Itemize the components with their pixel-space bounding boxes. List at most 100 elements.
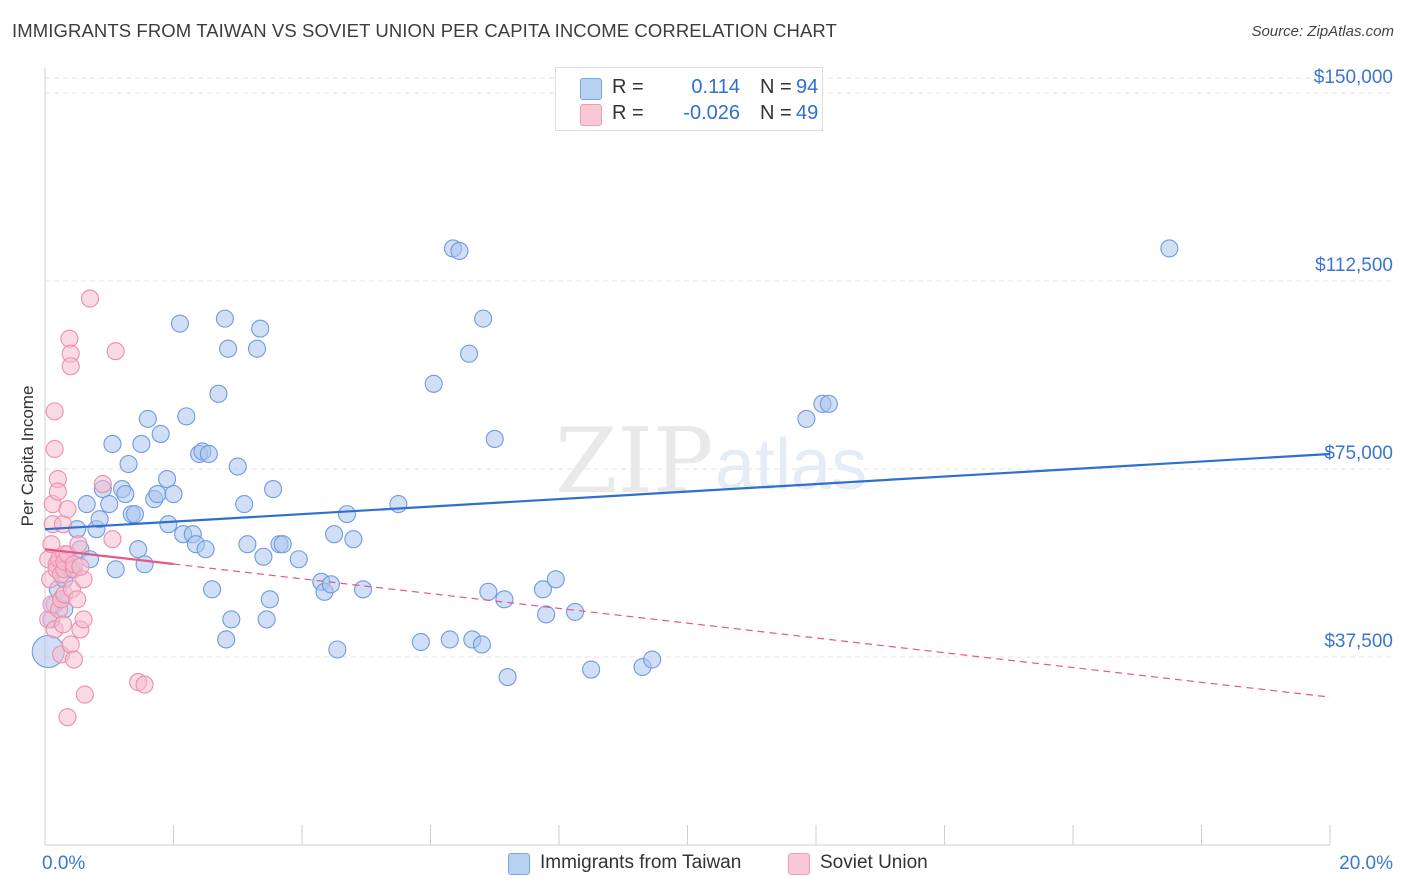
trend-line-blue (44, 452, 1331, 531)
data-point (119, 454, 138, 474)
data-point (116, 485, 135, 504)
data-point (64, 650, 83, 669)
data-point (135, 675, 154, 694)
data-point (247, 339, 267, 358)
data-point (228, 457, 247, 476)
series-soviet-union (39, 289, 154, 727)
data-point (90, 510, 109, 529)
data-point (328, 640, 347, 659)
data-point (440, 630, 459, 649)
trend-lines (44, 452, 1331, 698)
data-point (251, 319, 270, 338)
data-point (71, 557, 90, 576)
data-point (819, 394, 838, 413)
data-point (148, 485, 167, 504)
y-tick-label: $150,000 (1314, 67, 1393, 88)
data-point (61, 635, 80, 654)
data-point (199, 444, 218, 464)
legend-n-label: N = (760, 76, 792, 98)
data-point (58, 708, 77, 727)
data-point (450, 241, 469, 261)
data-point (80, 289, 100, 308)
data-point (254, 547, 273, 566)
gridlines (45, 77, 1393, 658)
data-point (566, 602, 585, 621)
data-point (132, 434, 151, 454)
data-point (53, 615, 73, 634)
legend-r-value: -0.026 (683, 102, 740, 124)
data-point (325, 525, 344, 544)
data-point (479, 582, 498, 601)
data-point (53, 515, 73, 534)
x-tick-label: 0.0% (42, 853, 85, 874)
data-point (103, 530, 122, 549)
data-point (498, 668, 517, 687)
data-point (74, 610, 93, 629)
data-point (257, 610, 276, 629)
source-label: Source: ZipAtlas.com (1251, 23, 1394, 40)
data-point (643, 650, 662, 669)
data-point (60, 329, 79, 348)
data-point (135, 555, 154, 574)
data-point (209, 384, 228, 403)
data-point (217, 630, 236, 649)
bottom-legend-swatch-blue (508, 853, 530, 875)
data-point (389, 495, 408, 514)
data-point (164, 485, 183, 504)
data-point (337, 505, 357, 524)
y-tick-label: $75,000 (1324, 443, 1393, 464)
chart-title: IMMIGRANTS FROM TAIWAN VS SOVIET UNION P… (12, 20, 837, 41)
legend-r-label: R = (612, 102, 644, 124)
data-point (353, 580, 373, 599)
legend-swatch-blue (580, 78, 602, 100)
x-tick-label: 20.0% (1339, 853, 1393, 874)
data-point (215, 309, 234, 328)
y-axis-label: Per Capita Income (18, 386, 37, 527)
y-tick-label: $112,500 (1315, 255, 1393, 276)
data-point (106, 342, 125, 361)
data-point (48, 482, 67, 501)
data-point (533, 580, 552, 599)
data-point (75, 685, 94, 704)
data-point (45, 439, 64, 459)
legend-n-label: N = (760, 102, 792, 124)
data-point (238, 535, 257, 554)
data-point (93, 475, 112, 494)
data-point (219, 339, 238, 358)
y-tick-label: $37,500 (1324, 631, 1393, 652)
bottom-legend-swatch-pink (788, 853, 810, 875)
data-point (129, 540, 148, 559)
data-point (203, 580, 222, 599)
data-point (138, 409, 157, 428)
bottom-legend-label: Immigrants from Taiwan (540, 852, 742, 873)
legend-n-value: 49 (796, 102, 819, 124)
watermark-zip: ZIP (555, 409, 714, 514)
data-point (260, 590, 279, 609)
data-point (459, 344, 479, 363)
data-point (58, 500, 77, 519)
data-point (106, 560, 125, 579)
data-point (69, 535, 88, 554)
data-point (289, 550, 308, 569)
data-point (235, 495, 254, 514)
data-point (222, 610, 241, 629)
data-point (159, 515, 178, 534)
data-point (474, 309, 493, 328)
stats-legend: R = 0.114 N = 94 R = -0.026 N = 49 (555, 67, 823, 131)
data-point (125, 505, 144, 524)
data-point (1160, 239, 1179, 258)
data-point (100, 495, 119, 514)
watermark-atlas: atlas (715, 425, 867, 505)
legend-r-value: 0.114 (691, 76, 740, 98)
legend-swatch-pink (580, 104, 602, 126)
data-point (485, 429, 504, 448)
data-point (177, 407, 196, 426)
axes (44, 68, 1331, 846)
watermark: ZIP atlas (555, 409, 867, 514)
data-point (344, 530, 363, 549)
data-point (582, 660, 601, 679)
trend-line-dashed-pink (173, 563, 1331, 698)
data-point (196, 540, 215, 559)
trend-line-pink (44, 548, 174, 566)
